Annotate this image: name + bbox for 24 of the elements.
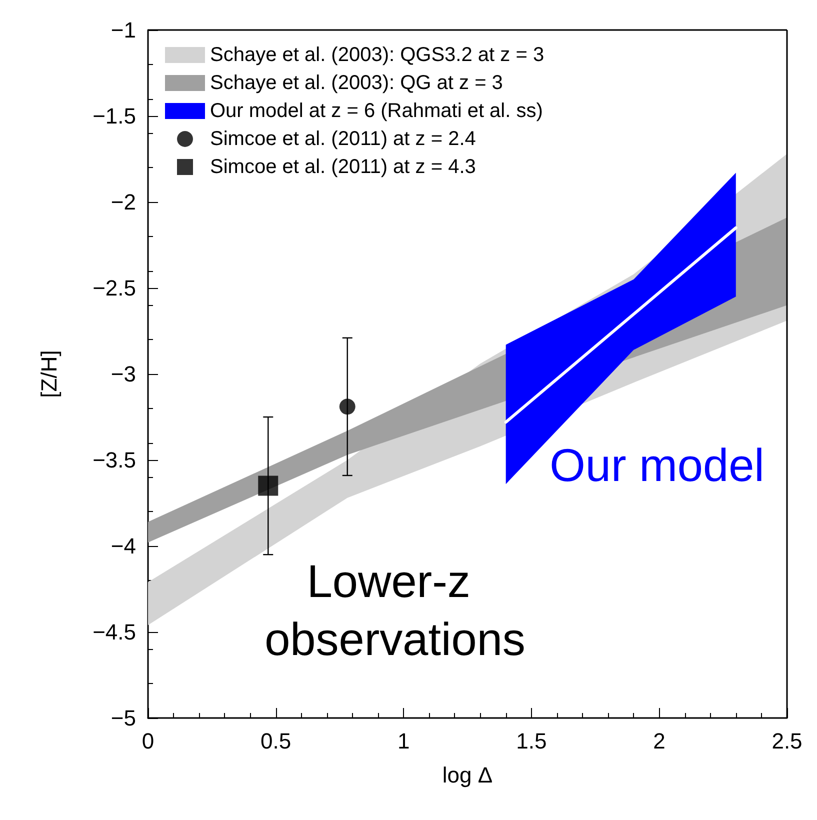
x-tick-label: 2: [653, 728, 666, 754]
y-tick-label: −5: [110, 706, 136, 730]
legend-label: Our model at z = 6 (Rahmati et al. ss): [210, 100, 543, 122]
y-tick-label: −1.5: [92, 104, 136, 128]
y-tick-label: −2.5: [92, 276, 136, 300]
x-tick-label: 2.5: [772, 728, 802, 754]
annotation: Our model: [550, 439, 764, 491]
annotation: Lower-z observations: [264, 555, 526, 665]
x-tick-label: 1: [397, 728, 410, 754]
legend-label: Simcoe et al. (2011) at z = 4.3: [210, 156, 476, 178]
y-tick-label: −4: [110, 534, 136, 558]
legend-label: Schaye et al. (2003): QG at z = 3: [210, 72, 503, 94]
y-tick-label: −1: [110, 18, 136, 42]
x-tick-label: 1.5: [516, 728, 547, 754]
x-tick-label: 0.5: [260, 728, 292, 754]
legend-label: Simcoe et al. (2011) at z = 2.4: [210, 128, 476, 150]
y-tick-label: −3: [110, 362, 136, 386]
x-axis-title: log Δ: [442, 762, 493, 788]
y-tick-label: −2: [110, 190, 136, 214]
legend-label: Schaye et al. (2003): QGS3.2 at z = 3: [210, 44, 544, 66]
x-tick-label: 0: [142, 728, 154, 754]
y-tick-label: −4.5: [92, 620, 136, 644]
y-axis-title: [Z/H]: [36, 350, 62, 398]
y-tick-label: −3.5: [92, 448, 136, 472]
